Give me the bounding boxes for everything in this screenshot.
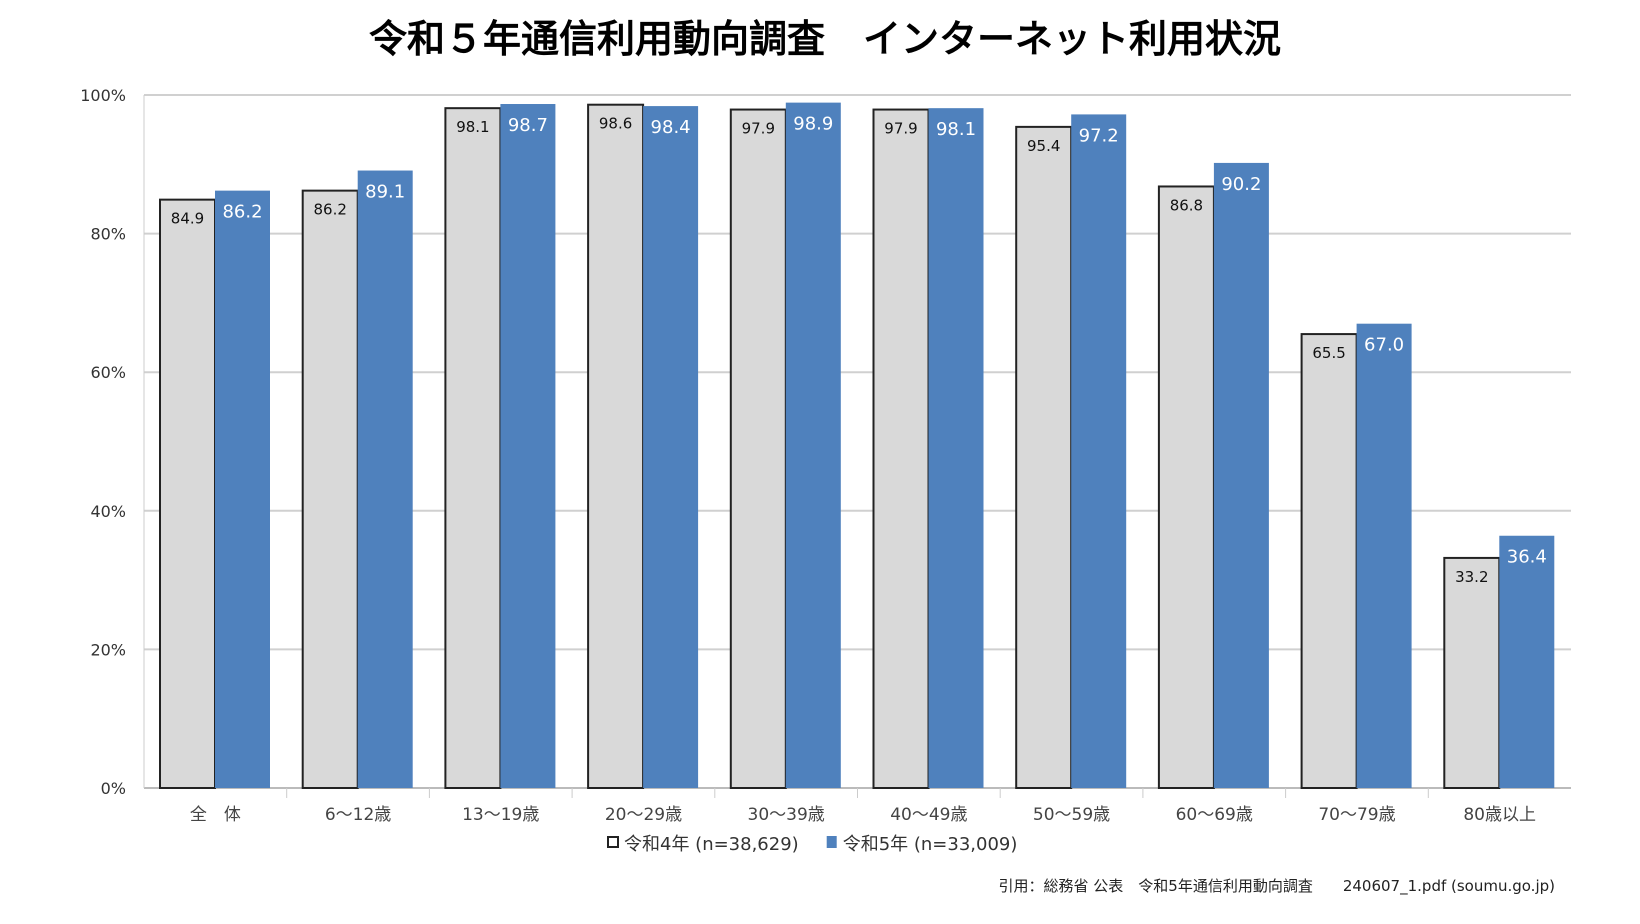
x-tick-label: 60〜69歳 — [1176, 805, 1253, 825]
data-label: 97.9 — [884, 120, 917, 138]
data-label: 86.8 — [1170, 196, 1203, 214]
bar-reiwa5 — [357, 170, 413, 789]
y-tick-label: 40% — [90, 502, 126, 521]
data-label: 97.2 — [1079, 125, 1119, 146]
x-tick-label: 40〜49歳 — [890, 805, 967, 825]
bar-reiwa4 — [301, 189, 359, 790]
legend-label: 令和4年 (n=38,629) — [624, 834, 799, 855]
data-label: 67.0 — [1364, 335, 1404, 356]
bar-reiwa5 — [1213, 162, 1269, 788]
y-tick-label: 60% — [90, 363, 126, 382]
data-label: 89.1 — [365, 182, 405, 203]
data-label: 86.2 — [222, 202, 262, 223]
bar-reiwa4 — [1443, 556, 1501, 790]
bar-reiwa4 — [1300, 333, 1358, 789]
data-label: 97.9 — [742, 120, 775, 138]
legend: 令和4年 (n=38,629) 令和5年 (n=33,009) — [607, 834, 1018, 855]
x-tick-label: 20〜29歳 — [605, 805, 682, 825]
y-tick-label: 100% — [80, 86, 126, 105]
bar-reiwa4 — [872, 108, 930, 790]
x-tick-label: 30〜39歳 — [748, 805, 825, 825]
data-label: 98.4 — [651, 117, 691, 138]
bar-reiwa4 — [587, 103, 645, 789]
legend-swatch-reiwa5 — [826, 836, 837, 848]
data-label: 36.4 — [1507, 547, 1547, 568]
data-label: 90.2 — [1221, 174, 1261, 195]
bar-reiwa5 — [928, 108, 984, 789]
y-tick-label: 80% — [90, 225, 126, 244]
bar-reiwa4 — [159, 198, 216, 789]
data-label: 33.2 — [1455, 568, 1488, 586]
x-tick-label: 6〜12歳 — [325, 805, 391, 825]
bar-reiwa5 — [1356, 323, 1412, 788]
data-label: 98.1 — [936, 119, 976, 140]
bar-reiwa4 — [1157, 185, 1215, 789]
bar-reiwa4 — [1015, 125, 1073, 790]
bar-reiwa5 — [500, 104, 556, 788]
data-label: 98.7 — [508, 115, 548, 136]
bar-reiwa5 — [215, 190, 270, 788]
data-label: 98.1 — [456, 118, 489, 136]
data-label: 98.6 — [599, 115, 632, 133]
data-label: 86.2 — [313, 201, 346, 219]
bar-reiwa4 — [729, 108, 787, 790]
x-tick-label: 全 体 — [190, 805, 241, 825]
x-tick-label: 13〜19歳 — [462, 805, 539, 825]
bar-reiwa5 — [1499, 535, 1555, 788]
source-citation: 引用：総務省 公表 令和5年通信利用動向調査 240607_1.pdf (sou… — [999, 877, 1555, 896]
bar-reiwa5 — [643, 106, 699, 788]
bar-reiwa5 — [1071, 114, 1127, 789]
data-label: 65.5 — [1312, 344, 1345, 362]
y-tick-label: 20% — [90, 640, 126, 659]
x-tick-label: 70〜79歳 — [1318, 805, 1395, 825]
y-tick-label: 0% — [101, 779, 126, 798]
x-tick-label: 50〜59歳 — [1033, 805, 1110, 825]
data-label: 95.4 — [1027, 137, 1060, 155]
bar-reiwa5 — [785, 102, 841, 789]
x-tick-label: 80歳以上 — [1463, 805, 1536, 825]
data-label: 84.9 — [171, 210, 204, 228]
data-label: 98.9 — [793, 114, 833, 135]
chart-title: 令和５年通信利用動向調査 インターネット利用状況 — [369, 17, 1281, 61]
legend-swatch-reiwa4 — [607, 836, 619, 848]
bar-reiwa4 — [444, 107, 502, 790]
legend-label: 令和5年 (n=33,009) — [843, 834, 1018, 855]
